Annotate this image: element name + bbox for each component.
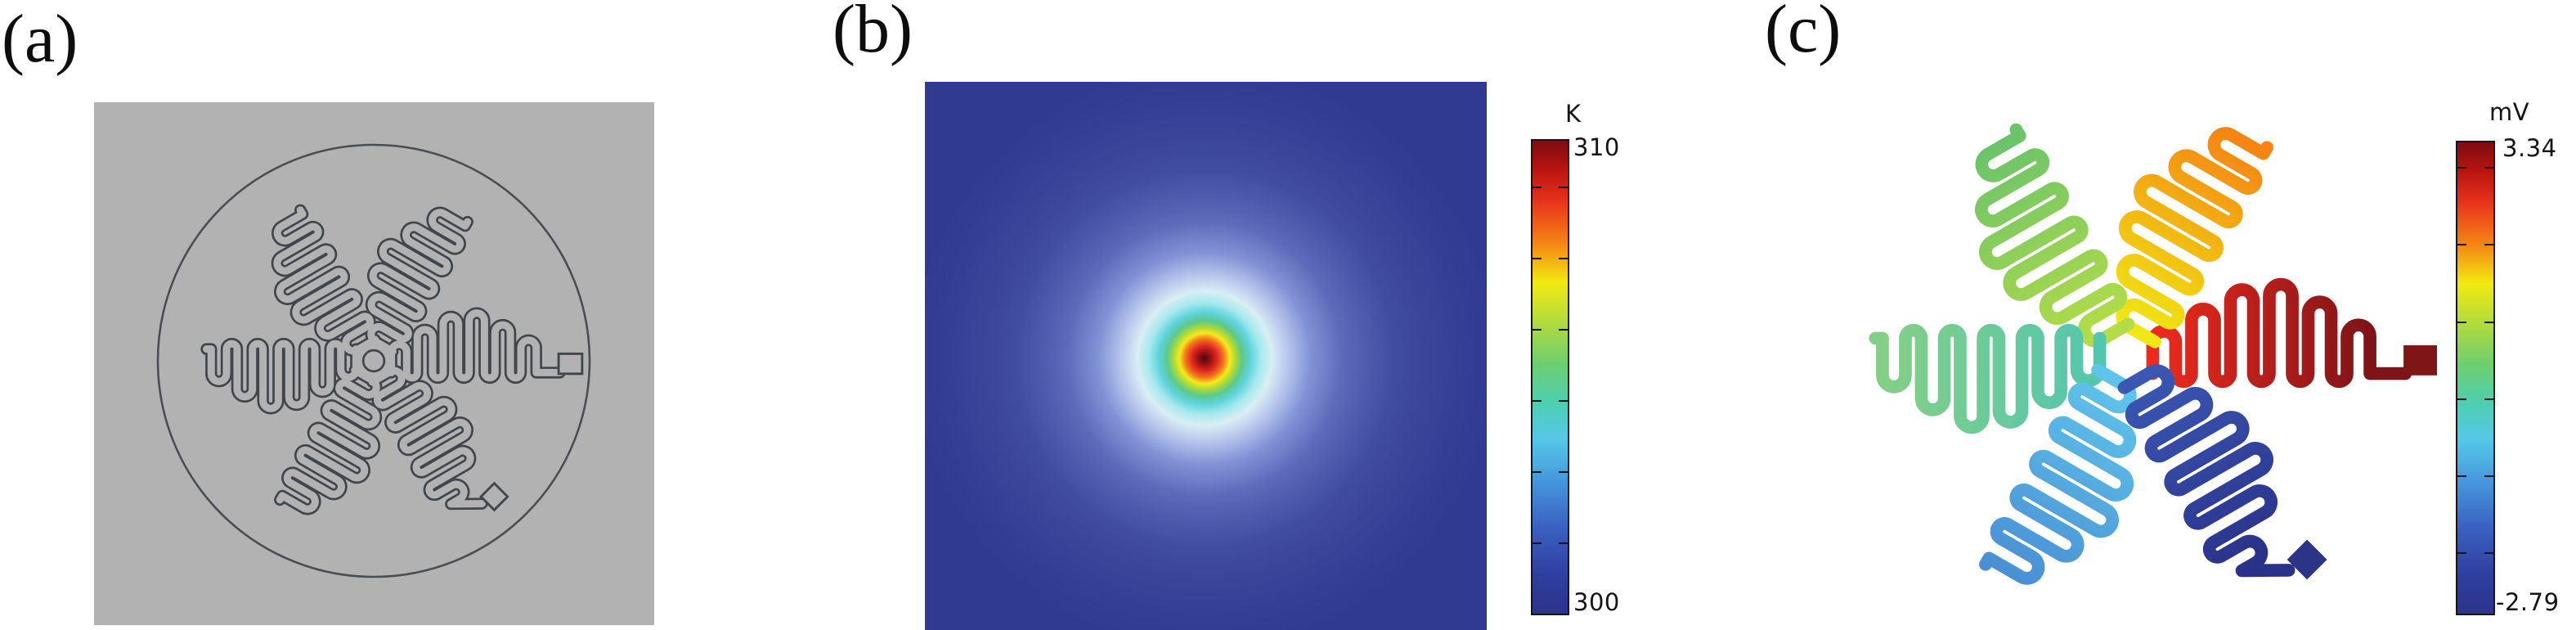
colorbar-b — [1531, 139, 1569, 615]
colorbar-c — [2456, 141, 2495, 615]
colorbar-b-gradient — [1531, 139, 1569, 615]
colorbar-b-max: 310 — [1573, 133, 1620, 161]
colorbar-b-unit: K — [1565, 100, 1582, 128]
panel-a-svg — [94, 102, 654, 625]
device-traces-fill — [207, 192, 560, 529]
colorbar-c-svg — [2456, 141, 2495, 615]
panel-a-device-image — [94, 102, 654, 625]
colorbar-b-min: 300 — [1573, 588, 1620, 616]
panel-b-svg — [925, 82, 1487, 630]
panel-b-heatmap — [925, 82, 1487, 630]
colorbar-c-ticks — [2457, 167, 2493, 554]
panel-b-label: (b) — [832, 0, 913, 67]
arm-left-voltage — [1875, 331, 2099, 428]
center-junction-fill — [354, 341, 393, 380]
square-pad-voltage — [2403, 345, 2437, 376]
membrane-circle — [156, 143, 591, 578]
colorbar-c-unit: mV — [2489, 98, 2530, 126]
diamond-pad-voltage — [2287, 539, 2327, 580]
panel-c-svg — [1815, 45, 2437, 630]
colorbar-b-svg — [1531, 139, 1569, 615]
arm-right-voltage — [2152, 285, 2405, 382]
pads-a — [479, 352, 584, 512]
colorbar-c-max: 3.34 — [2502, 134, 2557, 162]
panel-c-label: (c) — [1765, 0, 1842, 67]
square-pad-outline — [557, 352, 584, 376]
colorbar-b-ticks — [1533, 187, 1568, 544]
panel-c-voltage-map — [1815, 45, 2437, 630]
panel-a-label: (a) — [2, 1, 79, 77]
temperature-hotspot — [925, 82, 1487, 630]
colorbar-c-min: -2.79 — [2496, 588, 2560, 616]
colorbar-c-gradient — [2456, 141, 2495, 615]
diamond-pad-outline — [479, 481, 509, 512]
voltage-traces — [1875, 103, 2437, 610]
